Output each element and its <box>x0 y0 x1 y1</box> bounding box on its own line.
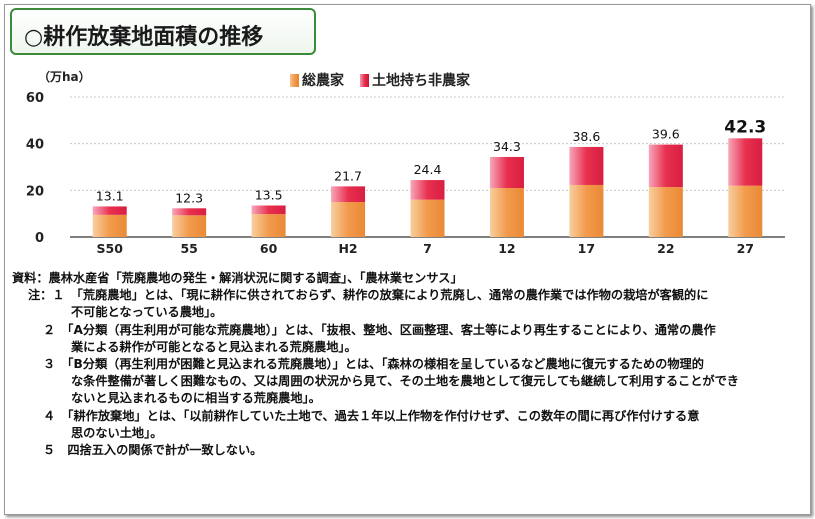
data-label-total-H2: 21.7 <box>334 168 362 183</box>
bar-non-farm-landowners-12 <box>489 156 524 188</box>
note-3-line-3: ないと見込まれるものに相当する荒廃農地」。 <box>71 391 321 406</box>
note-1-line-2: 不可能となっている農地」。 <box>71 305 223 320</box>
legend-item-farm-households: 総農家 <box>290 70 344 90</box>
data-label-total-17: 38.6 <box>572 129 600 144</box>
notes: 資料：農林水産省「荒廃農地の発生・解消状況に関する調査」、「農林業センサス」 注… <box>12 270 802 459</box>
x-tick-label-22: 22 <box>657 241 674 256</box>
y-tick-label-40: 40 <box>26 138 44 153</box>
figure-frame <box>4 4 811 515</box>
bar-non-farm-landowners-60 <box>251 205 286 215</box>
bar-non-farm-landowners-H2 <box>331 186 366 202</box>
data-label-total-60: 13.5 <box>255 188 283 203</box>
y-tick-label-60: 60 <box>26 91 44 106</box>
chart-title: ○耕作放棄地面積の推移 <box>24 25 264 50</box>
title-box: ○耕作放棄地面積の推移 <box>10 8 316 55</box>
data-label-total-7: 24.4 <box>414 162 442 177</box>
note-5: ５ 四捨五入の関係で計が一致しない。 <box>43 443 263 458</box>
data-label-total-27: 42.3 <box>724 117 766 137</box>
legend-label-farm-households: 総農家 <box>302 73 344 89</box>
y-axis-unit: （万ha） <box>38 70 91 84</box>
data-label-total-55: 12.3 <box>175 190 203 205</box>
note-4-line-1: ４ 「耕作放棄地」とは、「以前耕作していた土地で、過去１年以上作物を作付けせず、… <box>43 408 700 423</box>
legend: 総農家 土地持ち非農家 <box>290 70 470 90</box>
bar-farm-households-7 <box>410 199 445 237</box>
bar-non-farm-landowners-17 <box>569 146 604 185</box>
labels-layer: 0 20 40 60 13.1 S50 12.3 55 13.5 60 21.7 H2 24.4 7 34.… <box>26 91 766 256</box>
bar-farm-households-12 <box>489 188 524 237</box>
note-4-line-2: 思のない土地」。 <box>71 425 163 440</box>
legend-item-non-farm-landowners: 土地持ち非農家 <box>360 70 470 90</box>
bar-non-farm-landowners-27 <box>728 138 763 186</box>
data-label-total-12: 34.3 <box>493 139 521 154</box>
bar-non-farm-landowners-7 <box>410 180 445 200</box>
data-label-total-22: 39.6 <box>652 127 680 142</box>
x-tick-label-12: 12 <box>498 241 515 256</box>
x-tick-label-27: 27 <box>737 241 754 256</box>
legend-label-non-farm-landowners: 土地持ち非農家 <box>372 73 470 89</box>
note-3-line-2: な条件整備が著しく困難なもの、又は周囲の状況から見て、その土地を農地として復元し… <box>71 374 739 389</box>
x-tick-label-60: 60 <box>260 241 278 256</box>
note-3-line-1: ３ 「B分類（再生利用が困難と見込まれる荒廃農地）」とは、「森林の様相を呈してい… <box>43 357 704 372</box>
source-note: 資料：農林水産省「荒廃農地の発生・解消状況に関する調査」、「農林業センサス」 <box>12 271 463 285</box>
bar-farm-households-H2 <box>331 202 366 237</box>
data-label-total-S50: 13.1 <box>96 188 124 203</box>
bar-farm-households-27 <box>728 185 763 237</box>
x-tick-label-H2: H2 <box>338 241 357 256</box>
note-2-line-1: ２ 「A分類（再生利用が可能な荒廃農地）」とは、「抜根、整地、区画整理、客土等に… <box>43 322 716 337</box>
x-tick-label-S50: S50 <box>97 241 124 256</box>
legend-swatch-non-farm-landowners <box>360 73 369 87</box>
bar-farm-households-60 <box>251 214 286 237</box>
bar-non-farm-landowners-S50 <box>92 206 127 215</box>
bar-farm-households-17 <box>569 184 604 237</box>
y-tick-label-20: 20 <box>26 184 44 199</box>
bar-non-farm-landowners-55 <box>172 208 207 216</box>
bar-farm-households-22 <box>648 187 683 237</box>
note-1-line-1: 注：１ 「荒廃農地」とは、「現に耕作に供されておらず、耕作の放棄により荒廃し、通… <box>28 288 709 303</box>
bar-chart: 0 20 40 60 13.1 S50 12.3 55 13.5 60 21.7 H2 24.4 7 34.… <box>26 91 785 256</box>
x-tick-label-17: 17 <box>578 241 595 256</box>
bar-farm-households-55 <box>172 215 207 237</box>
note-2-line-2: 業による耕作が可能となると見込まれる荒廃農地」。 <box>71 339 357 354</box>
y-tick-label-0: 0 <box>35 231 44 246</box>
bar-farm-households-S50 <box>92 214 127 237</box>
legend-swatch-farm-households <box>290 73 299 87</box>
bar-non-farm-landowners-22 <box>648 144 683 188</box>
bars-layer <box>92 138 763 237</box>
x-tick-label-55: 55 <box>180 241 197 256</box>
x-tick-label-7: 7 <box>423 241 432 256</box>
